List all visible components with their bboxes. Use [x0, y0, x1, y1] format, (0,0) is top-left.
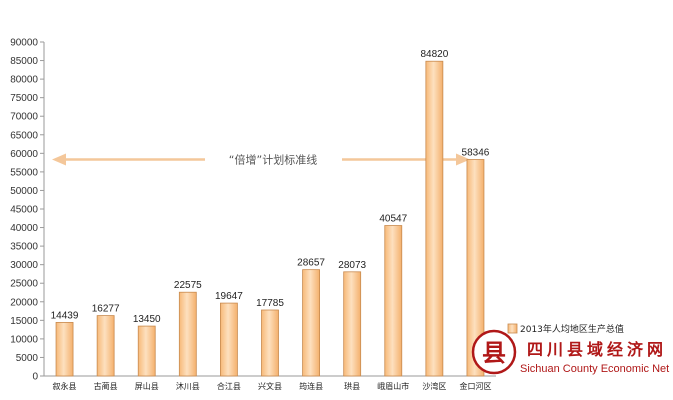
bar [96, 315, 115, 377]
bar-value-label: 19647 [215, 291, 243, 302]
category-label: 合江县 [217, 381, 241, 391]
category-label: 屏山县 [135, 381, 159, 391]
y-tick-label: 65000 [10, 130, 38, 141]
y-tick-label: 85000 [10, 56, 38, 67]
y-tick-label: 30000 [10, 260, 38, 271]
value-labels: 14439 16277 13450 22575 19647 17785 28657 28073… [51, 49, 490, 325]
y-tick-label: 70000 [10, 112, 38, 123]
watermark-english: Sichuan County Economic Net [520, 363, 669, 375]
bar [302, 269, 320, 377]
watermark: 县 四川县域经济网 Sichuan County Economic Net [471, 329, 669, 375]
bar-value-label: 84820 [420, 49, 448, 60]
reference-line-label: “倍增”计划标准线 [229, 152, 317, 166]
bar [55, 322, 74, 377]
bar-value-label: 14439 [51, 310, 79, 321]
y-tick-label: 90000 [10, 38, 38, 49]
category-label: 珙县 [344, 381, 360, 391]
y-tick-label: 45000 [10, 205, 38, 216]
y-tick-label: 15000 [10, 316, 38, 327]
arrowhead-right [456, 153, 470, 166]
reference-line: “倍增”计划标准线 [52, 152, 470, 166]
category-label: 沐川县 [176, 381, 200, 391]
y-tick-label: 10000 [10, 334, 38, 345]
bar [343, 271, 362, 377]
bar [178, 291, 197, 377]
bar-value-label: 40547 [379, 214, 407, 225]
y-tick-label: 75000 [10, 93, 38, 104]
bar [220, 302, 238, 377]
bar [425, 60, 444, 377]
y-tick-label: 5000 [16, 353, 39, 364]
bar-value-label: 13450 [133, 314, 161, 325]
watermark-logo-char: 县 [482, 339, 506, 367]
arrowhead-left [52, 153, 66, 166]
y-tick-label: 0 [32, 372, 38, 383]
bar-value-label: 28073 [338, 260, 366, 271]
category-label: 古蔺县 [94, 381, 118, 391]
bars [55, 60, 485, 377]
category-label: 叙永县 [53, 381, 77, 391]
bar [384, 225, 403, 377]
bar-value-label: 17785 [256, 298, 284, 309]
bar [261, 309, 279, 377]
y-tick-label: 25000 [10, 279, 38, 290]
category-label: 筠连县 [299, 381, 323, 391]
legend: 2013年人均地区生产总值 [507, 323, 624, 335]
bar-value-label: 58346 [462, 147, 490, 158]
bar-value-label: 16277 [92, 304, 120, 315]
bar [137, 325, 156, 377]
bar-value-label: 28657 [297, 258, 325, 269]
y-tick-label: 55000 [10, 167, 38, 178]
legend-label: 2013年人均地区生产总值 [520, 323, 624, 335]
y-tick-label: 80000 [10, 75, 38, 86]
category-label: 金口河区 [459, 381, 491, 391]
category-labels: 叙永县 古蔺县 屏山县 沐川县 合江县 兴文县 筠连县 珙县 峨眉山市 沙湾区 金口河区 [53, 381, 492, 391]
bar [466, 159, 485, 377]
watermark-logo-icon [471, 329, 517, 375]
category-label: 沙湾区 [422, 381, 446, 391]
y-tick-label: 35000 [10, 242, 38, 253]
category-label: 兴文县 [258, 381, 282, 391]
category-label: 峨眉山市 [377, 381, 409, 391]
y-axis: 0 5000 10000 15000 20000 25000 30000 35000 40000… [10, 38, 45, 383]
legend-swatch [507, 323, 518, 334]
y-tick-label: 60000 [10, 149, 38, 160]
watermark-chinese: 四川县域经济网 [527, 340, 667, 359]
y-tick-label: 40000 [10, 223, 38, 234]
bar-value-label: 22575 [174, 280, 202, 291]
y-tick-label: 50000 [10, 186, 38, 197]
y-tick-label: 20000 [10, 297, 38, 308]
